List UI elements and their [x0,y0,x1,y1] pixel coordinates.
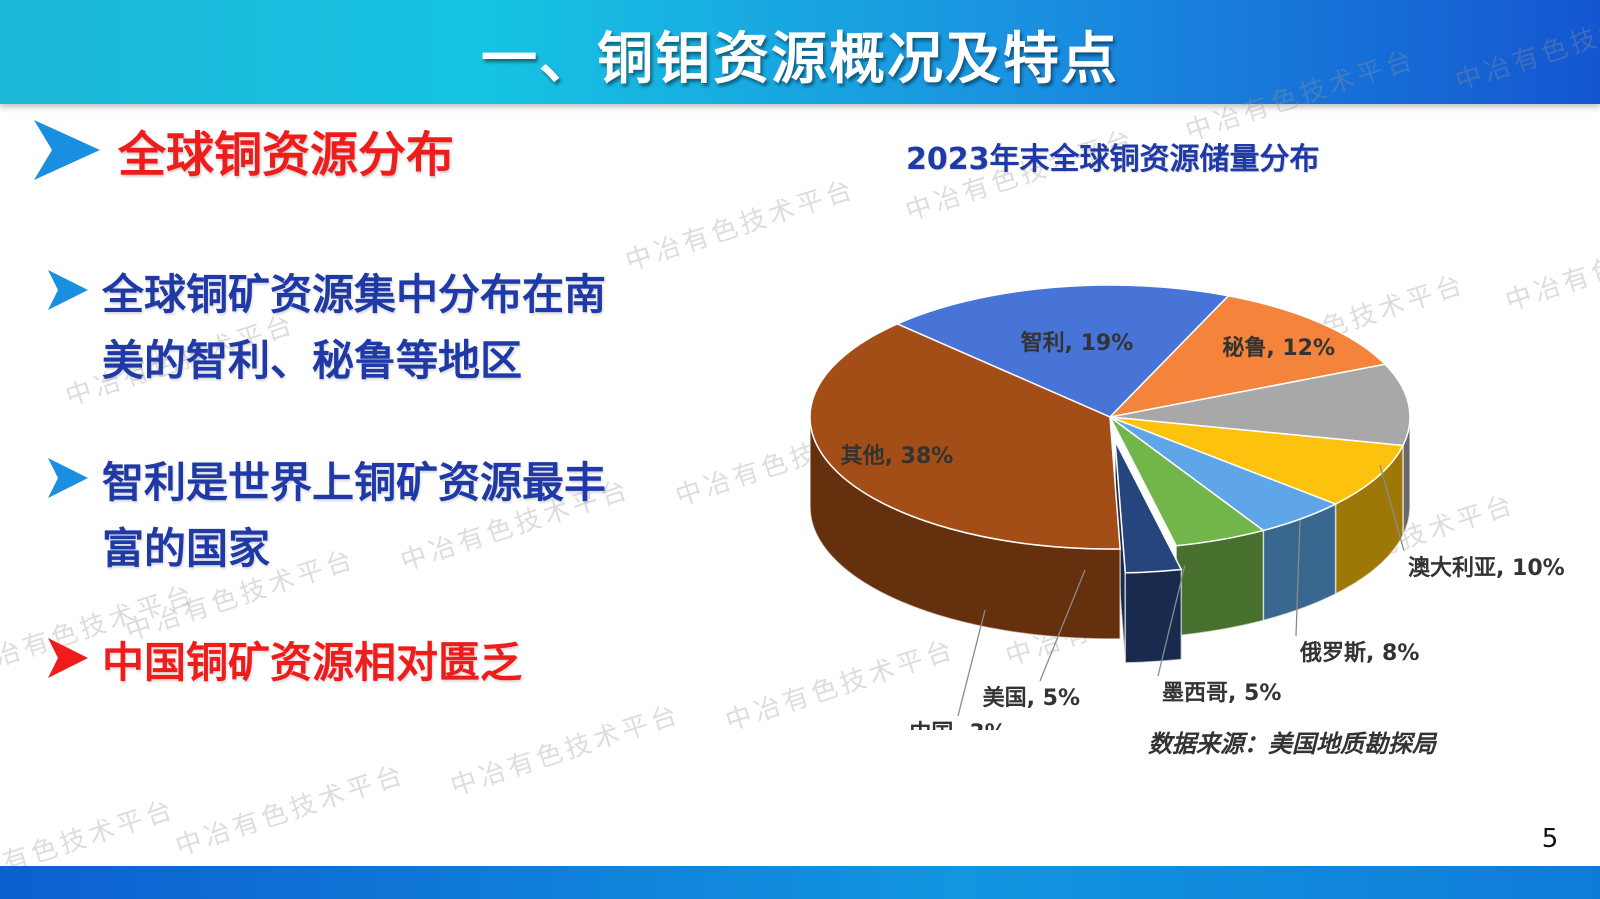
slide-title: 一、铜钼资源概况及特点 [481,27,1119,92]
section-heading: 全球铜资源分布 [34,118,455,183]
source-note: 数据来源：美国地质勘探局 [1148,730,1436,758]
bullet-text: 全球铜矿资源集中分布在南美的智利、秘鲁等地区 [102,270,607,385]
leader-line [1039,569,1086,682]
section-heading-text: 全球铜资源分布 [118,127,455,183]
pie-slice [1114,440,1183,574]
chart-title: 2023年末全球铜资源储量分布 [906,142,1320,177]
bullet-item: 全球铜矿资源集中分布在南美的智利、秘鲁等地区 [48,262,622,394]
chevron-right-icon [34,120,100,180]
pie-slice [1109,416,1405,505]
chevron-right-icon [48,270,88,310]
pie-slice [1109,363,1411,447]
data-label: 中国, 3% [909,721,1006,730]
pie-slice [1109,416,1266,547]
data-label: 其他, 38% [841,444,954,469]
data-label: 俄罗斯, 8% [1299,640,1419,666]
page-number: 5 [1541,824,1559,854]
data-label: 澳大利亚, 10% [1408,555,1565,581]
leader-line [1379,464,1405,552]
watermark-text: 中冶有色技术平台 [172,759,410,863]
data-label: 秘鲁, 12% [1222,335,1335,361]
pie-chart: 智利, 19% 秘鲁, 12% 澳大利亚, 10% 俄罗斯, 8% 墨西哥, 5% 美国,… [809,284,1565,730]
watermark-text: 中冶有色技术平台 [447,699,685,803]
data-label: 美国, 5% [983,685,1080,711]
bullet-text: 中国铜矿资源相对匮乏 [102,638,523,687]
leader-line [1157,564,1186,677]
bullet-item: 中国铜矿资源相对匮乏 [48,630,622,696]
pie-slice [809,323,1121,550]
title-bar: 一、铜钼资源概况及特点 [0,0,1600,104]
pie-slice [895,284,1230,418]
leader-line [1295,519,1301,637]
footer-bar [0,866,1600,899]
chevron-right-icon [48,638,88,678]
data-label: 墨西哥, 5% [1162,681,1281,706]
pie-slice [1107,294,1387,419]
pie-slice-side [1175,529,1265,637]
bullet-item: 智利是世界上铜矿资源最丰富的国家 [48,450,622,582]
chevron-right-icon [48,458,88,498]
bullet-text: 智利是世界上铜矿资源最丰富的国家 [102,458,607,573]
leader-line [957,609,986,717]
data-label: 智利, 19% [1021,330,1134,356]
